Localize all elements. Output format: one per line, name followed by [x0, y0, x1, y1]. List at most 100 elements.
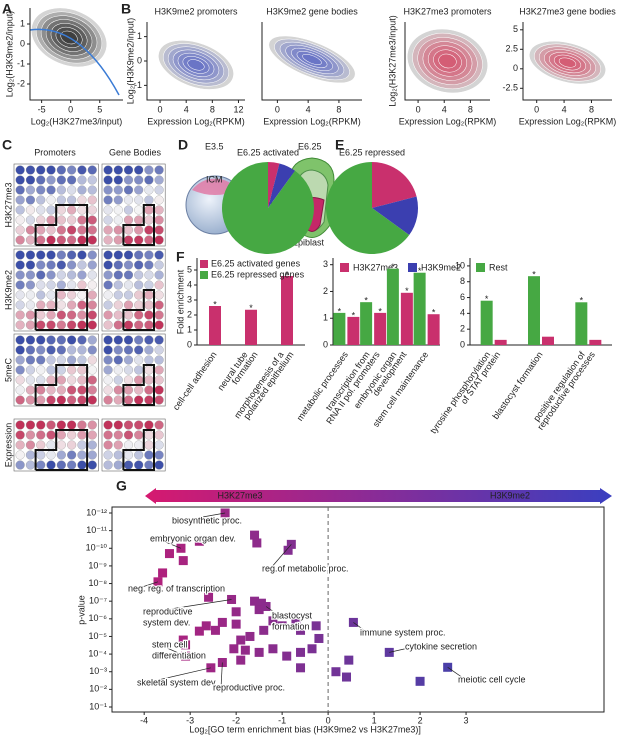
y-tick-label: -2.5: [502, 83, 518, 93]
y-tick-label: 1: [20, 18, 25, 28]
heat-cell: [36, 430, 46, 440]
y-axis-label: Log₂(H3K9me2/input): [125, 18, 135, 105]
gradient-label: H3K9me2: [490, 490, 530, 500]
y-tick-label: 0: [137, 55, 142, 65]
heat-cell: [67, 420, 77, 430]
heat-cell: [77, 260, 87, 270]
panel-label: A: [2, 1, 12, 17]
annotation: immune system proc.: [360, 627, 446, 637]
heat-cell: [15, 420, 25, 430]
bar: [575, 302, 588, 345]
heat-cell: [154, 335, 164, 345]
heat-cell: [134, 280, 144, 290]
heat-cell: [123, 235, 134, 245]
pie-title: E6.25 repressed: [339, 147, 405, 157]
heat-cell: [15, 175, 25, 185]
heat-cell: [36, 235, 46, 245]
heat-cell: [77, 290, 87, 300]
heat-cell: [113, 165, 123, 175]
heat-cell: [56, 440, 66, 450]
heat-cell: [67, 355, 77, 365]
heat-cell: [103, 420, 113, 430]
heat-cell: [113, 355, 123, 365]
row-label: Expression: [3, 423, 13, 468]
heat-cell: [15, 395, 25, 405]
heat-cell: [77, 345, 87, 355]
heat-cell: [56, 375, 66, 385]
y-tick-label: 2: [323, 286, 328, 296]
heat-cell: [87, 195, 97, 205]
heat-cell: [154, 185, 164, 195]
heat-cell: [123, 375, 134, 385]
heat-cell: [56, 250, 66, 260]
heat-cell: [36, 300, 46, 310]
heat-cell: [46, 185, 56, 195]
y-axis-label: Fold enrichment: [175, 269, 185, 334]
point: [307, 644, 317, 654]
heat-cell: [87, 250, 97, 260]
point: [240, 645, 250, 655]
x-tick-label: 1: [372, 715, 377, 725]
heat-cell: [113, 375, 123, 385]
heat-cell: [67, 235, 77, 245]
heat-cell: [67, 450, 77, 460]
heat-cell: [25, 260, 36, 270]
y-tick-label: 10⁻¹²: [86, 507, 107, 517]
y-tick-label: 0: [513, 63, 518, 73]
heat-cell: [103, 395, 113, 405]
subplot-title: H3K27me3 promoters: [403, 6, 492, 16]
heat-cell: [46, 440, 56, 450]
heat-cell: [25, 225, 36, 235]
x-tick-label: -1: [278, 715, 286, 725]
icm-label: ICM: [206, 174, 223, 184]
axes: [29, 8, 123, 101]
density-contour: [539, 46, 596, 79]
bar: [413, 272, 426, 345]
heat-cell: [67, 250, 77, 260]
heat-cell: [144, 205, 154, 215]
heat-cell: [25, 270, 36, 280]
pie-slice: [372, 162, 417, 208]
heat-cell: [87, 320, 97, 330]
heat-cell: [36, 450, 46, 460]
y-tick-label: 10⁻⁷: [89, 596, 107, 606]
density-contour: [158, 40, 234, 90]
x-tick-label: 0: [68, 104, 73, 114]
heat-cell: [144, 355, 154, 365]
legend-swatch: [408, 263, 417, 272]
heat-cell: [134, 385, 144, 395]
heat-cell: [134, 235, 144, 245]
heat-cell: [87, 430, 97, 440]
heat-cell: [113, 345, 123, 355]
heat-cell: [56, 235, 66, 245]
heat-cell: [134, 260, 144, 270]
row-label: 5meC: [3, 358, 13, 383]
heat-cell: [46, 205, 56, 215]
heat-cell: [46, 175, 56, 185]
heat-cell: [36, 280, 46, 290]
heat-cell: [154, 195, 164, 205]
heat-cell: [154, 345, 164, 355]
heat-cell: [87, 440, 97, 450]
heat-cell: [56, 165, 66, 175]
heat-cell: [77, 365, 87, 375]
heat-cell: [134, 355, 144, 365]
heat-cell: [15, 335, 25, 345]
x-tick-label: 8: [589, 104, 594, 114]
heat-cell: [87, 260, 97, 270]
x-tick-label: 4: [442, 104, 447, 114]
cluster-outline: [34, 364, 89, 406]
heat-cell: [144, 385, 154, 395]
significance-star: *: [338, 306, 342, 316]
leader-line: [135, 581, 159, 590]
heat-cell: [67, 175, 77, 185]
bar: [400, 292, 413, 345]
heat-cell: [123, 385, 134, 395]
heat-cell: [113, 235, 123, 245]
bar: [360, 302, 373, 345]
x-tick-label: 8: [210, 104, 215, 114]
point: [231, 619, 241, 629]
point: [217, 617, 227, 627]
point: [250, 530, 260, 540]
heat-cell: [77, 440, 87, 450]
